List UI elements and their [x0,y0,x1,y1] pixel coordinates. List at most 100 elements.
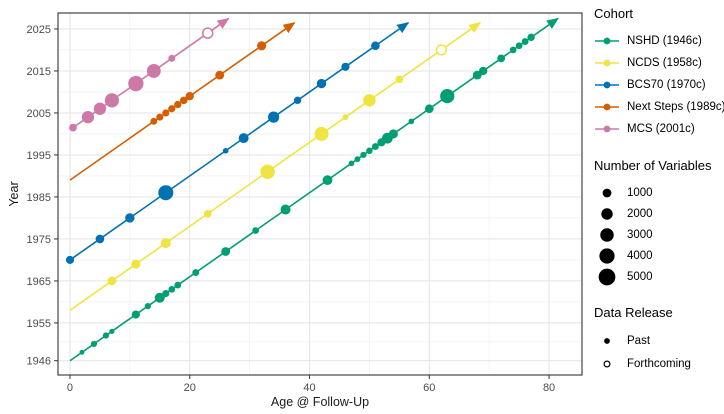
legend-item-nshd-1946c: NSHD (1946c) [594,30,722,52]
nshd-1946c-point-age-74 [509,46,517,54]
ncds-1958c-point-age-55 [395,75,404,84]
nshd-1946c-point-age-4 [90,340,98,348]
cohort-legend: Cohort NSHD (1946c) NCDS (1958c) BCS70 (19… [594,6,724,140]
nshd-1946c-point-age-57 [408,118,415,125]
legend-key [594,205,620,223]
bcs70-1970c-point-age-10 [125,213,135,223]
next-steps-1989c-point-age-17 [168,105,176,113]
y-tick-label: 1946 [27,356,51,368]
legend-key [594,76,620,94]
mcs-2001c-point-age-7 [104,93,119,108]
x-axis-title: Age @ Follow-Up [270,395,370,409]
nshd-1946c-point-age-11 [131,310,140,319]
size-legend-item-3000: 3000 [594,224,722,245]
legend-label: NSHD (1946c) [627,35,702,47]
legend-key [594,98,620,116]
x-tick-label: 20 [184,382,196,394]
next-steps-1989c-point-age-18 [174,100,182,109]
panel-border [57,12,583,376]
mcs-2001c-point-age-23 [201,27,214,39]
nshd-1946c-point-age-49 [360,151,367,159]
release-legend-item-forthcoming: Forthcoming [594,352,722,375]
legend-key [594,355,620,373]
nshd-1946c-point-age-17 [168,285,176,293]
nshd-1946c-point-age-77 [527,33,535,42]
next-steps-1989c-point-age-32 [257,41,267,51]
size-dot-icon [599,247,615,264]
nshd-1946c-point-age-6 [102,332,110,339]
y-tick-label: 1995 [27,150,51,162]
nshd-1946c-point-age-13 [144,303,151,310]
nshd-1946c-point-age-2 [79,349,85,355]
legend-label: 3000 [627,228,653,241]
bcs70-1970c-point-age-34 [267,111,280,123]
legend-item-mcs-2001c: MCS (2001c) [594,118,722,140]
bcs70-1970c-point-age-29 [238,133,249,144]
legend-label: 1000 [627,186,653,199]
size-legend-item-5000: 5000 [594,266,722,287]
legend-label: Forthcoming [627,357,691,370]
x-tick-label: 40 [303,382,315,394]
next-steps-1989c-point-age-25 [215,70,225,80]
nshd-1946c-point-age-43 [322,175,333,185]
release-legend: Data Release Past Forthcoming [594,305,722,375]
bcs70-1970c-point-age-46 [341,62,350,71]
y-tick-label: 2015 [27,66,51,78]
legend-label: NCDS (1958c) [627,57,702,69]
nshd-1946c-point-age-47 [348,160,355,167]
next-steps-1989c-point-age-14 [150,117,158,125]
ncds-1958c-point-age-23 [203,209,212,218]
legend-label: Past [627,334,651,347]
size-legend-items: 1000 2000 3000 4000 5000 [594,182,722,287]
nshd-1946c-point-age-26 [221,247,231,256]
ncds-1958c-point-age-7 [107,276,117,286]
release-legend-title: Data Release [594,305,673,320]
bcs70-1970c-point-age-51 [371,41,380,51]
legend-key [594,184,620,202]
y-tick-label: 1965 [27,276,51,288]
open-dot-icon [603,359,611,368]
legend-key [594,32,620,50]
ncds-1958c-point-age-16 [160,238,171,249]
size-legend: Number of Variables 1000 2000 3000 4000 5000 [594,158,722,287]
legend-key [594,120,620,138]
y-tick-label: 1975 [27,234,51,246]
ncds-1958c-point-age-46 [342,114,349,121]
bcs70-1970c-point-age-16 [158,185,174,201]
legend-key [594,226,620,244]
nshd-1946c-point-age-21 [192,269,200,276]
size-legend-item-4000: 4000 [594,245,722,266]
cohort-key-icon [595,103,619,111]
nshd-1946c-point-age-15 [154,292,165,303]
size-dot-icon [600,227,614,242]
next-steps-1989c-point-age-16 [162,109,170,117]
cohort-key-icon [595,59,619,67]
size-legend-title: Number of Variables [594,158,712,173]
bcs70-1970c-point-age-38 [293,96,302,105]
legend-key [594,247,620,265]
mcs-2001c-point-age-0.5 [69,123,77,132]
mcs-2001c-point-age-14 [146,64,161,78]
mcs-2001c-point-age-11 [128,75,144,92]
nshd-1946c-point-age-69 [479,66,488,76]
size-legend-item-2000: 2000 [594,203,722,224]
y-tick-label: 1955 [27,318,51,330]
release-legend-item-past: Past [594,329,722,352]
next-steps-1989c-point-age-20 [185,92,194,101]
next-steps-1989c-point-age-15 [156,113,164,121]
next-steps-1989c-point-age-19 [179,96,188,105]
nshd-1946c-point-age-48 [354,156,361,163]
nshd-1946c-point-age-50 [366,147,373,154]
cohort-key-icon [595,37,619,45]
cohort-legend-items: NSHD (1946c) NCDS (1958c) BCS70 (1970c) Nex… [594,30,724,140]
release-legend-items: Past Forthcoming [594,329,722,375]
y-tick-label: 2005 [27,108,51,120]
filled-dot-icon [604,337,610,344]
plot-panel [58,13,582,375]
bcs70-1970c-point-age-42 [316,78,327,89]
nshd-1946c-point-age-7 [109,328,115,334]
ncds-1958c-point-age-50 [363,94,376,107]
bcs70-1970c-point-age-5 [95,234,105,244]
